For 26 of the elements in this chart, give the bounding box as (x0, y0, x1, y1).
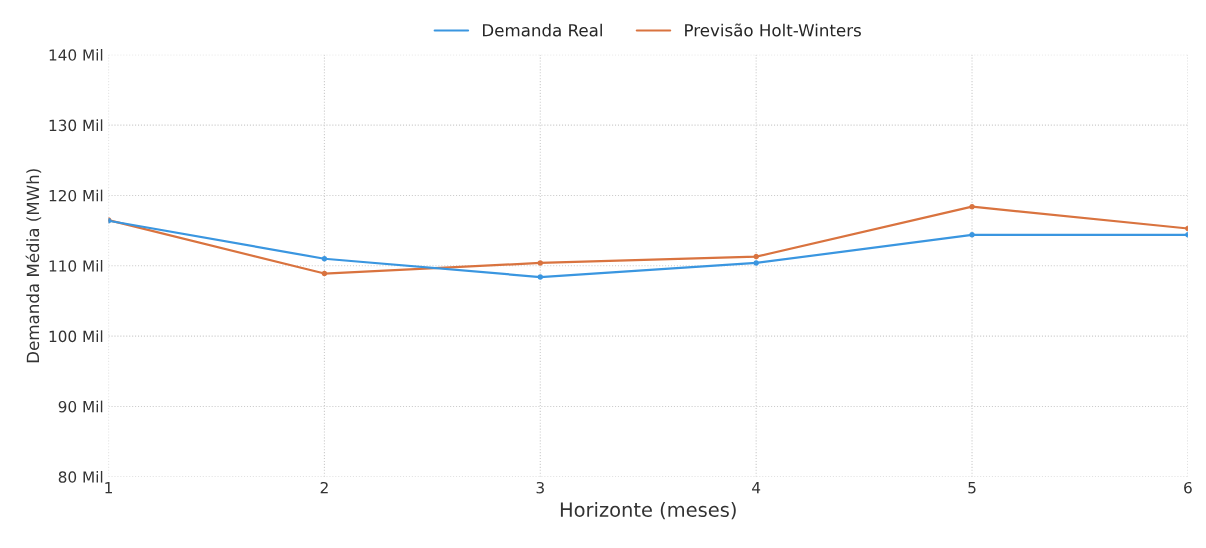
y-tick-label: 110 Mil (49, 259, 103, 272)
y-tick-label: 90 Mil (58, 400, 103, 413)
y-tick-label: 130 Mil (49, 119, 103, 132)
y-tick-label: 120 Mil (49, 189, 103, 202)
y-tick-label: 100 Mil (49, 330, 103, 343)
x-axis-title: Horizonte (meses) (560, 501, 736, 520)
y-tick-label: 80 Mil (58, 470, 103, 483)
point (321, 270, 328, 277)
point (969, 203, 975, 210)
x-tick-label: 1 (105, 482, 112, 494)
x-tick-label: 4 (752, 482, 761, 494)
point (537, 260, 544, 266)
line-series (108, 217, 1188, 280)
x-tick-label: 5 (968, 482, 976, 494)
point (969, 232, 975, 238)
y-axis-title: Demanda Média (MWh) (25, 169, 42, 363)
point (321, 255, 328, 262)
x-tick-label: 6 (1184, 481, 1192, 494)
point (537, 274, 544, 280)
legend-label: Previsão Holt-Winters (685, 23, 861, 37)
x-tick-label: 3 (536, 481, 544, 494)
y-tick-label: 140 Mil (49, 49, 103, 61)
point (753, 253, 759, 260)
legend-label: Demanda Real (483, 23, 602, 37)
point (753, 260, 759, 266)
x-tick-label: 2 (320, 481, 328, 494)
